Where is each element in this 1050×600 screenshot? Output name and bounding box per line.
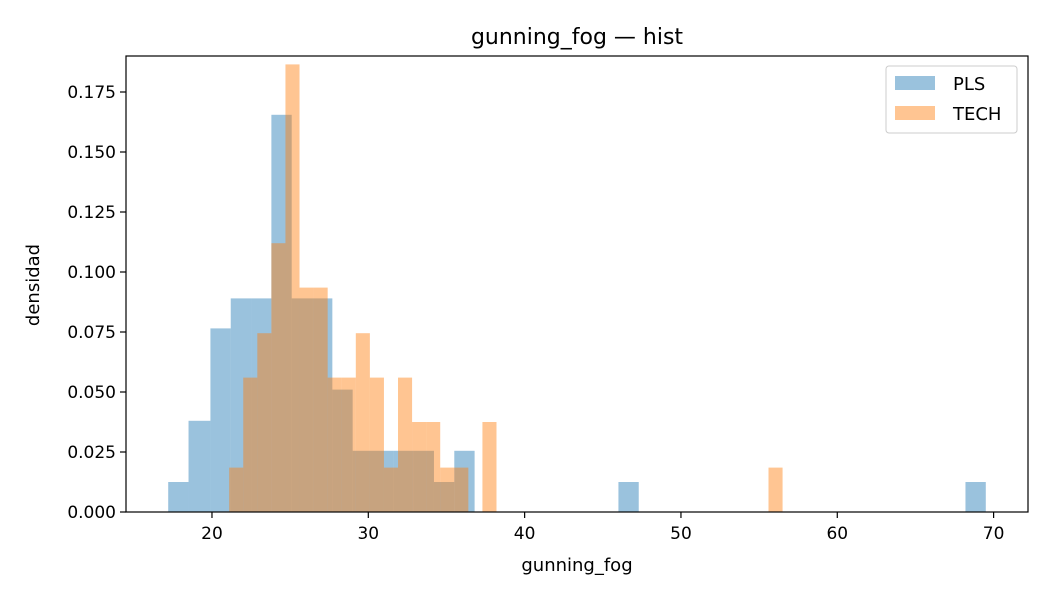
x-tick-label: 60	[826, 524, 848, 544]
bar-pls-3	[230, 298, 252, 512]
bar-pls-15	[618, 482, 639, 512]
y-axis-label: densidad	[23, 244, 44, 326]
bars-pls	[168, 114, 986, 513]
x-tick-label: 20	[201, 524, 223, 544]
bar-pls-10	[372, 450, 394, 512]
bar-tech-17	[482, 422, 497, 512]
bar-pls-11	[393, 450, 414, 512]
x-tick-label: 30	[357, 524, 379, 544]
bar-tech-14	[426, 422, 441, 512]
bar-pls-6	[291, 298, 313, 512]
legend: PLS TECH	[885, 65, 1018, 134]
bar-tech-10	[369, 377, 384, 512]
bars-tech	[229, 64, 783, 513]
bar-tech-9	[355, 333, 370, 512]
legend-swatch-tech	[895, 106, 935, 120]
bar-pls-4	[251, 298, 272, 512]
bar-tech-5	[299, 287, 314, 512]
legend-label-tech: TECH	[952, 104, 1001, 125]
x-tick-label: 50	[670, 524, 692, 544]
axes: 20 30 40 50 60 70 0.000 0.025 0.050 0.075 0.100 0.1…	[67, 55, 1029, 544]
bar-pls-16	[965, 482, 986, 512]
bar-pls-5	[271, 114, 292, 513]
bar-pls-13	[433, 482, 455, 512]
bar-pls-8	[332, 389, 353, 512]
bar-tech-11	[383, 467, 399, 512]
x-axis-label: gunning_fog	[521, 555, 632, 576]
y-tick-label: 0.000	[67, 503, 116, 523]
legend-box	[885, 65, 1018, 134]
bar-tech-13	[412, 422, 427, 512]
bar-tech-18	[768, 467, 783, 512]
bar-tech-12	[398, 377, 413, 512]
bar-tech-15	[440, 467, 455, 512]
bar-pls-2	[210, 328, 231, 512]
legend-label-pls: PLS	[953, 74, 985, 95]
y-tick-label: 0.075	[67, 323, 116, 343]
bar-tech-0	[229, 467, 244, 512]
y-tick-label: 0.175	[67, 83, 116, 103]
y-tick-label: 0.100	[67, 263, 116, 283]
chart-title: gunning_fog — hist	[471, 25, 683, 50]
y-tick-label: 0.150	[67, 143, 116, 163]
bar-tech-2	[257, 333, 272, 512]
y-tick-label: 0.050	[67, 383, 116, 403]
bar-tech-3	[271, 243, 286, 512]
y-tick-label: 0.025	[67, 443, 116, 463]
bar-pls-0	[168, 482, 189, 512]
bar-pls-1	[188, 420, 211, 512]
x-tick-label: 70	[983, 524, 1005, 544]
y-tick-label: 0.125	[67, 203, 116, 223]
bar-tech-6	[313, 287, 328, 512]
bar-pls-7	[312, 298, 333, 512]
bar-tech-16	[454, 467, 469, 512]
bar-tech-1	[243, 377, 258, 512]
plot-frame	[125, 55, 1029, 513]
bar-pls-14	[454, 450, 475, 512]
bar-pls-9	[352, 450, 373, 512]
bar-tech-4	[285, 64, 300, 513]
bar-tech-8	[341, 377, 356, 512]
x-tick-label: 40	[514, 524, 536, 544]
bar-tech-7	[327, 377, 342, 512]
bar-pls-12	[413, 450, 434, 512]
legend-swatch-pls	[895, 76, 935, 90]
